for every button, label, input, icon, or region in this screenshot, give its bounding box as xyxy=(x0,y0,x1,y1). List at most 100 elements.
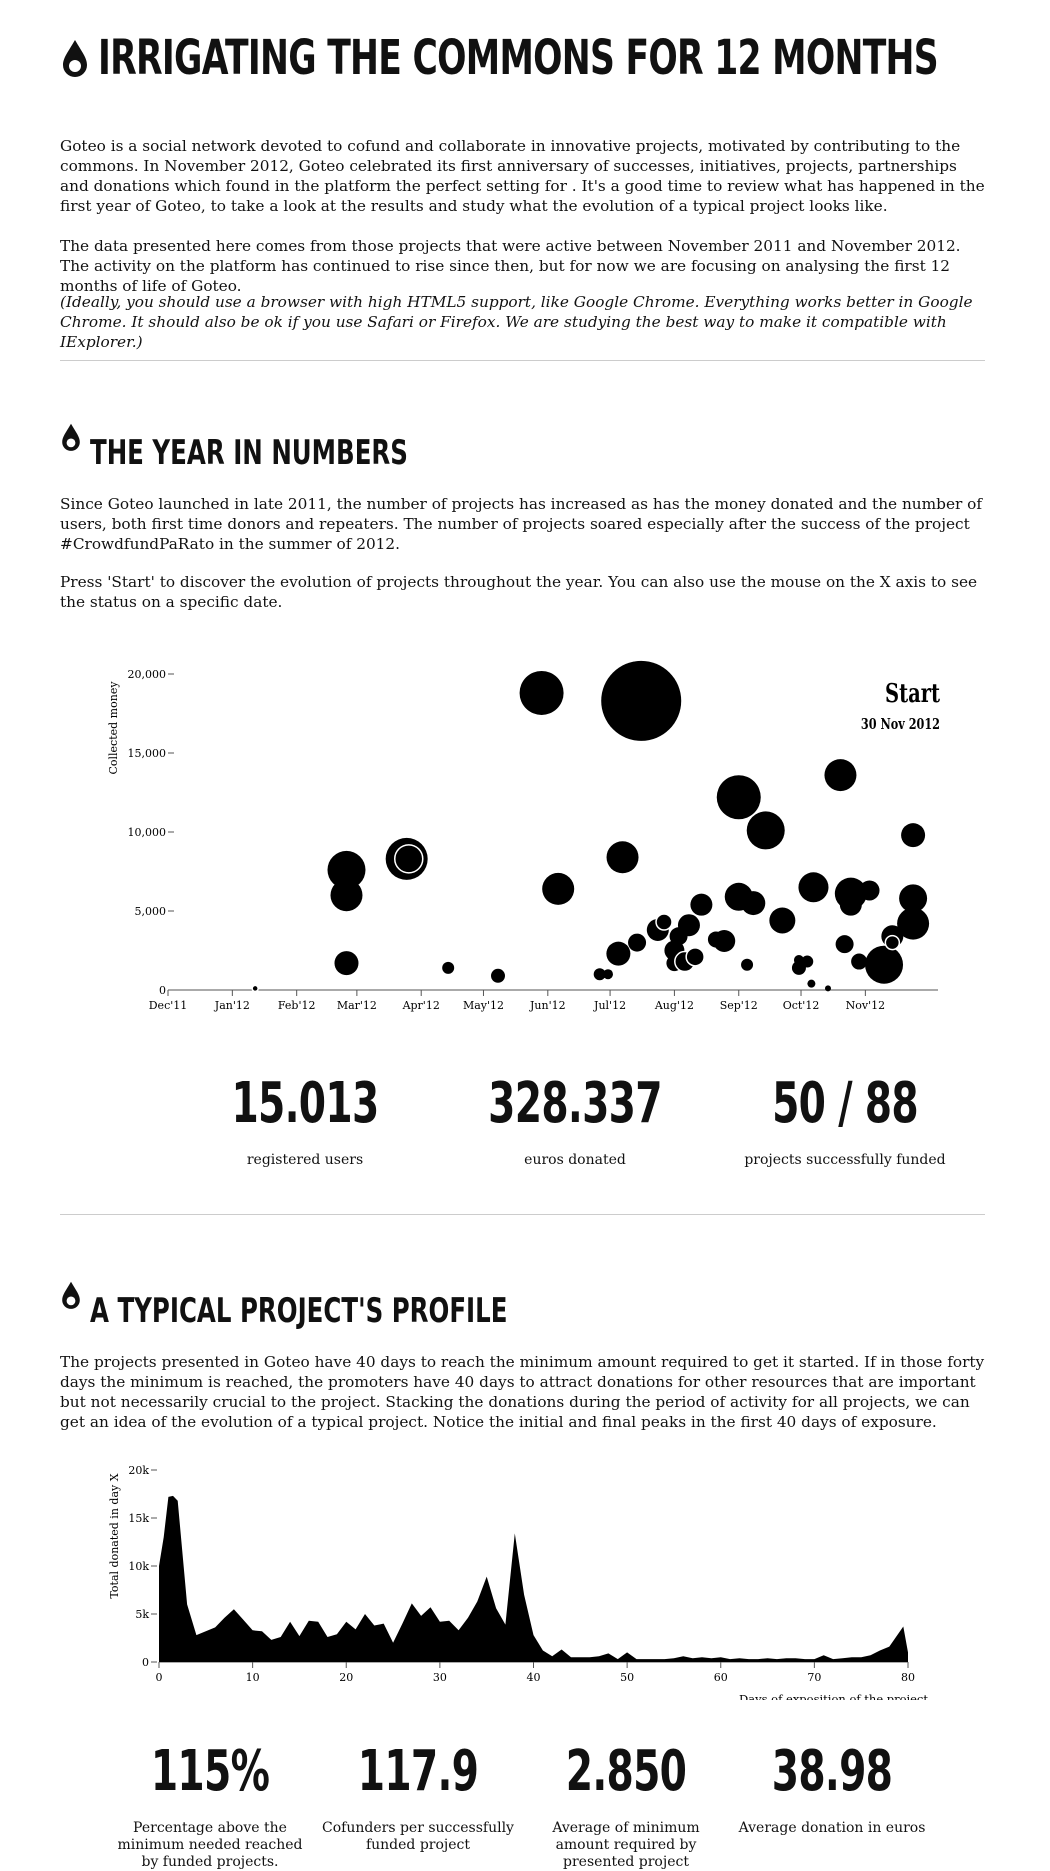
intro-paragraph-1: Goteo is a social network devoted to cof… xyxy=(60,137,985,215)
bubble-point xyxy=(330,879,363,912)
bubble-point xyxy=(865,945,904,984)
bubble-point xyxy=(327,850,366,889)
drop-icon xyxy=(63,40,87,77)
section-title-year: THE YEAR IN NUMBERS xyxy=(90,433,408,473)
x-tick-label: 30 xyxy=(433,1671,447,1684)
bubble-chart[interactable]: Dec'11 Jan'12 Feb'12 Mar'12 Apr'12 May'12 Jun'… xyxy=(60,640,985,1020)
bubble-point xyxy=(593,968,606,981)
bubble-point xyxy=(769,907,796,934)
x-tick-label: 80 xyxy=(901,1671,915,1684)
bubble-point xyxy=(741,891,766,916)
profile-paragraph: The projects presented in Goteo have 40 … xyxy=(60,1353,985,1431)
bubble-point xyxy=(601,660,682,741)
x-tick-label: 60 xyxy=(714,1671,728,1684)
year-paragraph-1: Since Goteo launched in late 2011, the n… xyxy=(60,495,983,553)
bubble-point xyxy=(606,841,639,874)
divider xyxy=(60,360,985,361)
x-tick-label: Jul'12 xyxy=(593,999,626,1012)
x-tick-label: Aug'12 xyxy=(654,999,694,1012)
intro-paragraph-2: The data presented here comes from those… xyxy=(60,237,961,295)
bubble-point xyxy=(628,933,647,952)
stat-average-donation: 38.98 Average donation in euros xyxy=(732,1742,932,1837)
stat-minimum: 2.850 Average of minimum amount required… xyxy=(526,1742,726,1871)
x-tick-label: Oct'12 xyxy=(783,999,820,1012)
x-tick-label: Feb'12 xyxy=(278,999,316,1012)
stat-label: Percentage above the minimum needed reac… xyxy=(117,1820,303,1870)
bubble-point xyxy=(491,968,505,983)
stat-value: 50 / 88 xyxy=(772,1071,919,1136)
y-tick-label: 5k xyxy=(135,1608,149,1621)
stat-label: projects successfully funded xyxy=(744,1152,946,1168)
start-button[interactable]: Start xyxy=(885,678,940,709)
section-header-profile: A TYPICAL PROJECT'S PROFILE xyxy=(60,1280,670,1328)
bubble-point xyxy=(713,930,736,953)
bubble-point xyxy=(334,951,359,976)
stat-label: registered users xyxy=(246,1152,364,1168)
stat-value: 15.013 xyxy=(231,1071,379,1136)
x-tick-label: Jun'12 xyxy=(529,999,566,1012)
section-header-year: THE YEAR IN NUMBERS xyxy=(60,422,532,470)
bubble-point xyxy=(542,872,575,905)
bubble-point xyxy=(690,893,713,916)
y-tick-label: 20k xyxy=(128,1464,149,1477)
divider xyxy=(60,1214,985,1215)
section-title-profile: A TYPICAL PROJECT'S PROFILE xyxy=(90,1291,508,1331)
bubble-point xyxy=(884,934,901,951)
browser-note: (Ideally, you should use a browser with … xyxy=(60,293,973,351)
page-title: IRRIGATING THE COMMONS FOR 12 MONTHS xyxy=(98,30,939,86)
x-tick-label: 20 xyxy=(339,1671,353,1684)
bubble-point xyxy=(835,935,854,954)
stat-value: 117.9 xyxy=(357,1739,479,1804)
y-tick-label: 10k xyxy=(128,1560,149,1573)
bubble-y-axis-label: Collected money xyxy=(107,681,120,775)
x-tick-label: 0 xyxy=(156,1671,163,1684)
bubble-points xyxy=(251,660,930,993)
bubble-point xyxy=(746,811,785,850)
bubble-point xyxy=(801,955,814,968)
y-tick-label: 0 xyxy=(159,984,166,997)
current-date: 30 Nov 2012 xyxy=(861,717,940,734)
x-tick-label: Mar'12 xyxy=(337,999,377,1012)
bubble-point xyxy=(519,670,564,715)
stat-label: euros donated xyxy=(524,1152,626,1168)
bubble-point xyxy=(442,961,455,974)
stat-label: Average of minimum amount required by pr… xyxy=(552,1820,700,1870)
x-tick-label: 70 xyxy=(807,1671,821,1684)
bubble-point xyxy=(839,893,862,916)
x-tick-label: Nov'12 xyxy=(846,999,885,1012)
stat-label: Cofunders per successfully funded projec… xyxy=(322,1820,514,1853)
x-tick-label: Jan'12 xyxy=(214,999,250,1012)
bubble-point xyxy=(851,953,868,970)
bubble-point xyxy=(807,979,816,988)
x-tick-label: Apr'12 xyxy=(402,999,440,1012)
stat-users: 15.013 registered users xyxy=(180,1074,430,1169)
bubble-point xyxy=(685,947,705,967)
bubble-point xyxy=(606,941,631,966)
bubble-point xyxy=(251,984,259,993)
y-tick-label: 15,000 xyxy=(128,747,167,760)
stat-euros: 328.337 euros donated xyxy=(450,1074,700,1169)
stat-value: 38.98 xyxy=(771,1739,893,1804)
stat-value: 2.850 xyxy=(565,1739,687,1804)
drop-icon xyxy=(62,423,80,451)
intro-paragraph-3: (Ideally, you should use a browser with … xyxy=(60,292,985,352)
bubble-point xyxy=(741,958,754,971)
x-tick-label: 40 xyxy=(527,1671,541,1684)
bubble-axes: Dec'11 Jan'12 Feb'12 Mar'12 Apr'12 May'12 Jun'… xyxy=(128,668,938,1012)
x-tick-label: 50 xyxy=(620,1671,634,1684)
area-x-axis-label: Days of exposition of the project xyxy=(739,1692,928,1700)
stat-cofunders: 117.9 Cofunders per successfully funded … xyxy=(318,1742,518,1854)
bubble-point xyxy=(899,884,928,913)
area-chart: 0 10 20 30 40 50 60 70 80 0 5k 10k 15k 20k Total dona… xyxy=(108,1464,928,1700)
bubble-point xyxy=(655,913,673,931)
stat-projects: 50 / 88 projects successfully funded xyxy=(720,1074,970,1169)
x-tick-label: Sep'12 xyxy=(720,999,758,1012)
bubble-point xyxy=(901,823,926,848)
bubble-point xyxy=(394,844,424,874)
stat-percentage: 115% Percentage above the minimum needed… xyxy=(110,1742,310,1871)
bubble-point xyxy=(825,985,831,992)
x-tick-label: Dec'11 xyxy=(149,999,188,1012)
y-tick-label: 5,000 xyxy=(135,905,167,918)
bubble-point xyxy=(897,907,930,940)
drop-icon xyxy=(62,1281,80,1309)
